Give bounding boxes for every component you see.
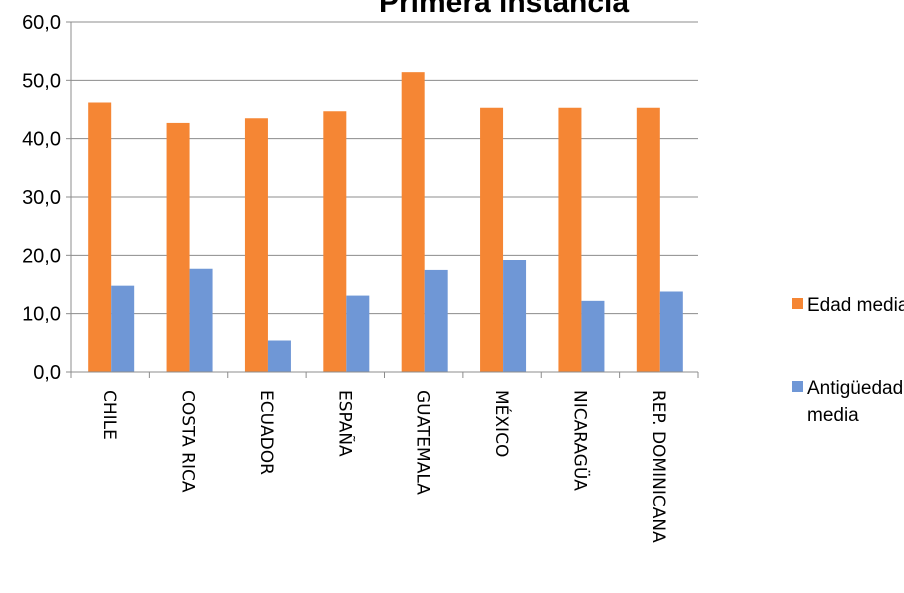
bars [88,72,683,373]
y-tick-label: 0,0 [33,362,61,384]
bar-edad-media-rep-dominicana [636,107,660,372]
y-tick-label: 50,0 [22,70,61,92]
x-tick-label-espana: ESPAÑA [334,390,356,457]
x-tick-label-costa-rica: COSTA RICA [178,390,198,493]
y-tick-label: 20,0 [22,245,61,267]
bar-edad-media-ecuador [244,118,268,372]
y-tick-label: 10,0 [22,304,61,326]
y-tick-label: 60,0 [22,12,61,34]
axes [70,22,699,378]
chart-title: Primera instancia [379,0,629,19]
x-tick-label-guatemala: GUATEMALA [413,390,433,495]
bar-edad-media-mexico [480,107,504,372]
bar-edad-media-nicaragua [558,107,582,372]
legend-label-antiguedad-media: Antigüedad media [807,378,903,426]
bar-antiguedad-media-ecuador [267,340,291,372]
bar-antiguedad-media-rep-dominicana [659,291,683,372]
legend-swatch-antiguedad-media [792,381,803,392]
x-tick-labels: CHILE COSTA RICA ECUADOR ESPAÑA GUATEMALA MÉX… [99,390,668,543]
x-tick-label-rep-dominicana: REP. DOMINICANA [648,390,668,543]
bar-edad-media-chile [88,102,112,372]
y-tick-labels: 0,0 10,0 20,0 30,0 40,0 50,0 60,0 [22,12,61,384]
bar-antiguedad-media-guatemala [424,269,448,372]
y-tick-label: 40,0 [22,129,61,151]
bar-antiguedad-media-espana [346,295,370,372]
x-tick-label-nicaragua: NICARAGÜA [569,390,591,491]
bar-edad-media-espana [323,111,347,372]
bar-antiguedad-media-costa-rica [189,268,213,372]
legend: Edad media Antigüedad media [792,295,904,426]
legend-swatch-edad-media [792,298,803,309]
bar-antiguedad-media-mexico [503,260,527,372]
x-tick-label-mexico: MÉXICO [491,390,513,457]
bar-edad-media-costa-rica [166,122,190,373]
x-tick-label-chile: CHILE [99,390,119,440]
y-tick-label: 30,0 [22,187,61,209]
legend-label-edad-media: Edad media [807,295,904,316]
x-tick-label-ecuador: ECUADOR [256,390,276,475]
bar-edad-media-guatemala [401,72,425,373]
bar-antiguedad-media-nicaragua [581,300,605,372]
bar-antiguedad-media-chile [111,285,135,372]
